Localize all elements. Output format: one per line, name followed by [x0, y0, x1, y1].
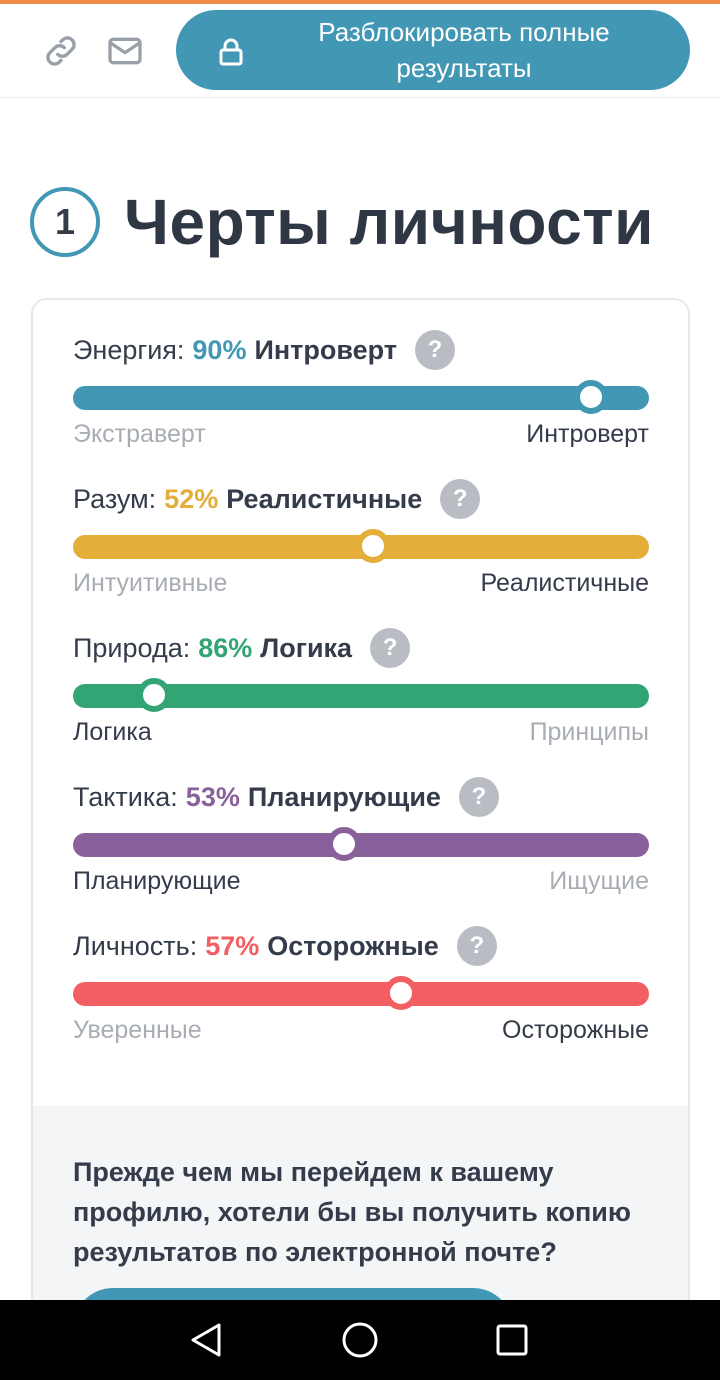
trait-name: Энергия: [73, 334, 185, 365]
trait-pole-right: Принципы [529, 718, 649, 746]
unlock-button-label: Разблокировать полные результаты [318, 17, 610, 83]
trait-bar [73, 678, 649, 712]
mail-icon[interactable] [104, 30, 146, 72]
trait-slider-knob [384, 976, 419, 1010]
help-icon[interactable]: ? [456, 926, 497, 966]
trait-name: Природа: [73, 632, 191, 663]
trait-percent: 90% [192, 334, 247, 365]
recent-square-icon[interactable] [490, 1318, 534, 1362]
trait-name: Тактика: [73, 781, 178, 812]
trait-heading: Тактика: 53% Планирующие? [73, 775, 499, 819]
trait-heading: Природа: 86% Логика? [73, 626, 411, 670]
trait-slider-knob [136, 678, 171, 712]
trait-heading: Личность: 57% Осторожные? [73, 924, 497, 968]
trait-bar [73, 827, 649, 861]
lock-icon [218, 38, 244, 75]
trait-bar [73, 529, 649, 563]
trait-row: Личность: 57% Осторожные? Уверенные Осторожн… [73, 924, 649, 1054]
help-icon[interactable]: ? [370, 628, 411, 668]
trait-row: Энергия: 90% Интроверт? Экстраверт Интроверт [73, 328, 649, 458]
trait-row: Природа: 86% Логика? Логика Принципы [73, 626, 649, 756]
trait-pole-left: Интуитивные [73, 569, 228, 597]
help-icon[interactable]: ? [440, 479, 481, 519]
trait-result-label: Осторожные [267, 930, 439, 961]
trait-result-label: Интроверт [254, 334, 397, 365]
section-number-badge: 1 [30, 187, 100, 257]
trait-result-label: Реалистичные [226, 483, 423, 514]
trait-pole-left: Логика [73, 718, 152, 746]
trait-percent: 86% [198, 632, 253, 663]
back-triangle-icon[interactable] [184, 1318, 228, 1362]
help-icon[interactable]: ? [458, 777, 499, 817]
trait-percent: 52% [164, 483, 219, 514]
home-circle-icon[interactable] [338, 1318, 382, 1362]
trait-percent: 57% [205, 930, 260, 961]
unlock-results-button[interactable]: Разблокировать полные результаты [176, 10, 690, 90]
top-toolbar: Разблокировать полные результаты [0, 4, 720, 98]
trait-name: Разум: [73, 483, 157, 514]
traits-card: Энергия: 90% Интроверт? Экстраверт Интроверт… [31, 298, 690, 1380]
top-accent-line [0, 0, 720, 4]
trait-heading: Энергия: 90% Интроверт? [73, 328, 455, 372]
trait-pole-right: Реалистичные [480, 569, 649, 597]
trait-heading: Разум: 52% Реалистичные? [73, 477, 481, 521]
email-prompt-question: Прежде чем мы перейдем к вашему профилю,… [73, 1157, 631, 1267]
trait-pole-left: Уверенные [73, 1016, 202, 1044]
trait-bar [73, 380, 649, 414]
trait-result-label: Планирующие [247, 781, 441, 812]
link-icon[interactable] [40, 30, 82, 72]
trait-slider-knob [574, 380, 609, 414]
trait-pole-left: Планирующие [73, 867, 241, 895]
trait-pole-right: Осторожные [502, 1016, 649, 1044]
trait-pole-right: Интроверт [526, 420, 649, 448]
page-title: Черты личности [124, 186, 654, 258]
trait-name: Личность: [73, 930, 198, 961]
trait-bar [73, 976, 649, 1010]
trait-percent: 53% [185, 781, 240, 812]
trait-pole-right: Ищущие [549, 867, 649, 895]
trait-row: Тактика: 53% Планирующие? Планирующие Ищущие [73, 775, 649, 905]
trait-slider-knob [326, 827, 361, 861]
trait-result-label: Логика [260, 632, 353, 663]
trait-slider-knob [355, 529, 390, 563]
android-nav-bar [0, 1300, 720, 1380]
trait-pole-left: Экстраверт [73, 420, 206, 448]
help-icon[interactable]: ? [415, 330, 455, 370]
trait-row: Разум: 52% Реалистичные? Интуитивные Реалист… [73, 477, 649, 607]
section-heading: 1 Черты личности [30, 182, 654, 262]
